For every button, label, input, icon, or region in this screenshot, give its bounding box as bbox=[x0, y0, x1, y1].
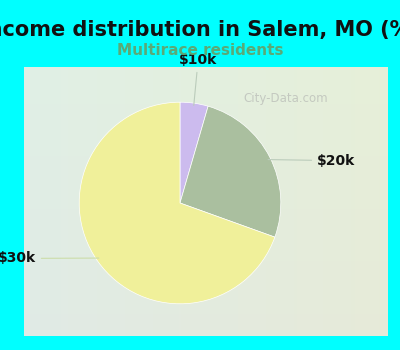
Text: $30k: $30k bbox=[0, 251, 99, 265]
Text: $10k: $10k bbox=[179, 53, 217, 105]
Wedge shape bbox=[79, 102, 275, 304]
Wedge shape bbox=[180, 106, 281, 237]
Text: Income distribution in Salem, MO (%): Income distribution in Salem, MO (%) bbox=[0, 20, 400, 40]
Text: Multirace residents: Multirace residents bbox=[117, 43, 283, 58]
Text: City-Data.com: City-Data.com bbox=[244, 92, 328, 105]
Wedge shape bbox=[180, 102, 208, 203]
Text: $20k: $20k bbox=[268, 154, 355, 168]
